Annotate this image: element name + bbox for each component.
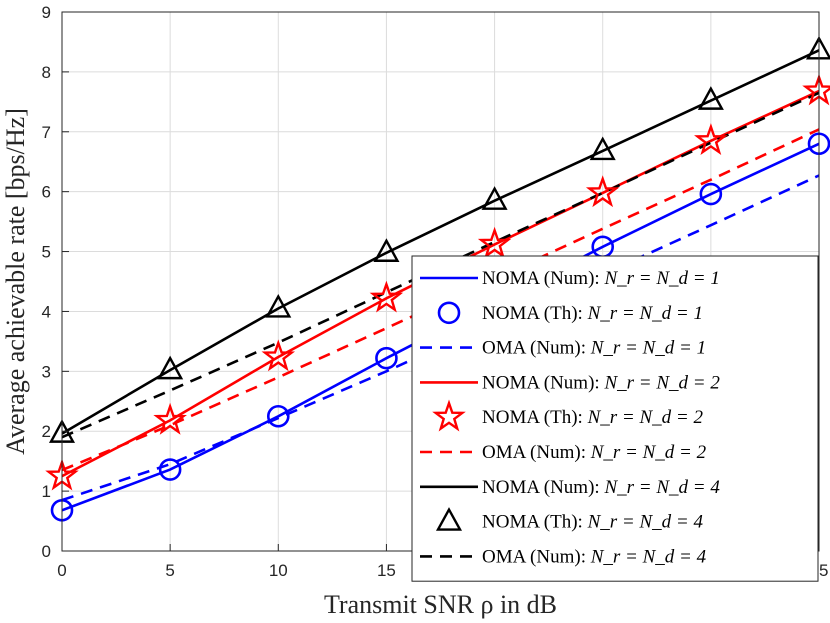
legend-label-math: N_r = N_d = 2 (587, 407, 704, 428)
y-axis-title: Average achievable rate [bps/Hz] (1, 108, 30, 455)
x-tick-label: 10 (269, 561, 288, 580)
legend-label-math: N_r = N_d = 4 (590, 546, 707, 567)
legend-label-math: N_r = N_d = 1 (590, 338, 706, 359)
legend-box (411, 255, 819, 582)
legend-label-3: NOMA (Num): N_r = N_d = 2 (482, 372, 720, 393)
series-marker-1-2 (266, 404, 290, 428)
legend-label-math: N_r = N_d = 4 (587, 512, 704, 533)
legend-label-prefix: NOMA (Num): (482, 372, 604, 393)
series-marker-4-4 (477, 226, 512, 259)
legend-label-2: OMA (Num): N_r = N_d = 1 (482, 338, 706, 359)
legend-label-prefix: NOMA (Th): (482, 303, 588, 324)
series-marker-1-1 (158, 458, 182, 481)
legend-label-7: NOMA (Th): N_r = N_d = 4 (482, 512, 703, 533)
series-marker-4-1 (153, 402, 187, 435)
y-tick-label: 1 (42, 482, 51, 501)
series-marker-4-5 (585, 175, 620, 208)
series-marker-7-5 (589, 136, 616, 161)
legend-label-math: N_r = N_d = 2 (603, 372, 720, 393)
x-tick-label: 5 (165, 561, 174, 580)
y-tick-label: 9 (42, 3, 51, 22)
series-marker-7-6 (697, 86, 724, 110)
legend-label-8: OMA (Num): N_r = N_d = 4 (482, 546, 707, 567)
series-marker-7-2 (265, 293, 292, 318)
series-marker-4-3 (369, 280, 404, 313)
y-tick-label: 5 (42, 243, 51, 262)
legend-label-prefix: OMA (Num): (482, 442, 591, 463)
series-marker-7-3 (373, 238, 400, 262)
y-tick-label: 8 (42, 63, 51, 82)
legend-marker-7 (435, 507, 463, 531)
series-marker-7-4 (481, 186, 508, 210)
legend-marker-4 (432, 399, 466, 432)
legend-label-prefix: OMA (Num): (482, 338, 591, 359)
legend-label-prefix: NOMA (Th): (482, 407, 588, 428)
legend-label-math: N_r = N_d = 4 (603, 477, 720, 498)
legend-label-5: OMA (Num): N_r = N_d = 2 (482, 442, 707, 463)
y-tick-label: 4 (42, 302, 51, 321)
legend-marker-1 (437, 301, 461, 325)
y-tick-label: 3 (42, 362, 51, 381)
legend-label-prefix: NOMA (Th): (482, 512, 588, 533)
series-line-6 (61, 49, 820, 435)
x-tick-label: 0 (57, 561, 66, 580)
legend-label-0: NOMA (Num): N_r = N_d = 1 (482, 268, 720, 289)
series-marker-7-1 (157, 355, 184, 380)
legend-label-prefix: OMA (Num): (482, 546, 591, 567)
series-marker-1-3 (375, 346, 398, 370)
legend-label-6: NOMA (Num): N_r = N_d = 4 (482, 477, 720, 498)
legend-label-prefix: NOMA (Num): (482, 477, 604, 498)
x-tick-label: 15 (377, 561, 396, 580)
series-marker-4-6 (694, 123, 728, 156)
series-line-5 (61, 128, 820, 472)
legend-label-math: N_r = N_d = 1 (587, 303, 703, 324)
legend-label-math: N_r = N_d = 2 (590, 442, 707, 463)
y-tick-label: 0 (42, 542, 51, 561)
x-axis-title: Transmit SNR ρ in dB (324, 590, 557, 619)
y-tick-label: 6 (42, 183, 51, 202)
legend-label-1: NOMA (Th): N_r = N_d = 1 (482, 303, 703, 324)
legend-label-4: NOMA (Th): N_r = N_d = 2 (482, 407, 703, 428)
series-marker-4-2 (261, 339, 296, 372)
legend-label-prefix: NOMA (Num): (482, 268, 604, 289)
y-tick-label: 7 (42, 123, 51, 142)
series-marker-1-6 (699, 182, 723, 206)
y-tick-label: 2 (42, 422, 51, 441)
legend-label-math: N_r = N_d = 1 (603, 268, 719, 289)
